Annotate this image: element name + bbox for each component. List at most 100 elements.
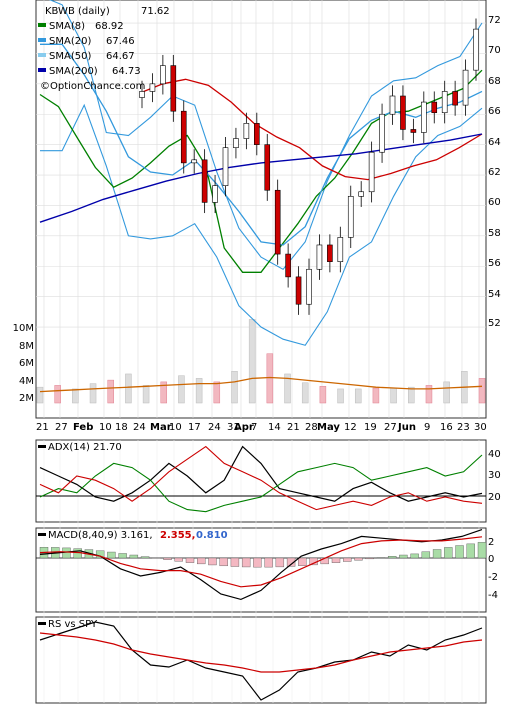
candle-body: [150, 84, 155, 92]
candle-body: [338, 237, 343, 261]
price-axis: 52 54 56 58 60 62 64 66 68 70 72: [488, 15, 501, 329]
candle-body: [275, 190, 280, 254]
volume-bar: [302, 383, 308, 403]
volume-bar: [214, 382, 220, 403]
macd-histogram-bar: [411, 554, 419, 558]
x-tick: 16: [440, 422, 453, 433]
x-tick: 23: [457, 422, 470, 433]
candle-body: [411, 129, 416, 132]
x-tick: 12: [344, 422, 357, 433]
legend-swatch-sma200: [38, 68, 46, 72]
macd-histogram-bar: [164, 558, 172, 560]
volume-tick: 10M: [13, 323, 34, 334]
candle-body: [140, 91, 145, 97]
x-tick: 27: [55, 422, 68, 433]
macd-histogram-bar: [467, 544, 475, 558]
macd-histogram-bar: [298, 558, 306, 566]
macd-hist-value: 0.810: [196, 530, 228, 541]
x-tick: 7: [251, 422, 257, 433]
macd-histogram-bar: [186, 558, 194, 563]
volume-bar: [355, 389, 361, 403]
candle-body: [192, 160, 197, 163]
candle-body: [171, 66, 176, 112]
watermark: ©OptionChance.com: [40, 81, 145, 92]
macd-histogram-bar: [276, 558, 284, 567]
volume-bar: [426, 385, 432, 403]
candle-body: [223, 148, 228, 186]
price-tick: 58: [488, 228, 501, 239]
candle-body: [348, 196, 353, 237]
x-tick: 10: [169, 422, 182, 433]
legend-value-sma8: 68.92: [95, 21, 124, 32]
candle-body: [233, 139, 238, 148]
macd-tick: 0: [488, 554, 494, 565]
candle-body: [254, 123, 259, 144]
macd-histogram-bar: [444, 547, 452, 558]
macd-histogram-bar: [354, 558, 362, 560]
candle-body: [442, 91, 447, 112]
macd-legend: MACD(8,40,9) 3.161, 2.355, 0.810: [38, 530, 228, 541]
legend-swatch-sma20: [38, 38, 46, 42]
macd-histogram-bar: [253, 558, 261, 567]
macd-histogram-bar: [220, 558, 228, 566]
volume-bar: [125, 374, 131, 403]
volume-tick: 8M: [19, 341, 34, 352]
x-tick: 10: [99, 422, 112, 433]
macd-histogram-bar: [343, 558, 351, 561]
candle-body: [202, 160, 207, 203]
x-tick: 21: [287, 422, 300, 433]
candle-body: [380, 114, 385, 152]
macd-histogram-bar: [197, 558, 205, 564]
x-tick: 18: [115, 422, 128, 433]
x-tick: 27: [384, 422, 397, 433]
adx-tick: 20: [488, 492, 501, 503]
legend-swatch-sma8: [38, 23, 46, 27]
volume-bar: [90, 384, 96, 403]
candle-body: [369, 152, 374, 192]
price-tick: 52: [488, 318, 501, 329]
volume-bar: [143, 385, 149, 403]
rs-panel-frame: [36, 617, 486, 703]
rs-swatch: [38, 622, 46, 625]
legend-label-sma200: SMA(200): [49, 66, 98, 77]
x-tick-month: Feb: [73, 422, 93, 433]
price-tick: 70: [488, 45, 501, 56]
legend-value-sma200: 64.73: [112, 66, 141, 77]
x-tick-month: Jun: [397, 422, 416, 433]
volume-bar: [37, 387, 43, 403]
candle-body: [463, 70, 468, 105]
x-tick: 24: [208, 422, 221, 433]
volume-bar: [479, 378, 485, 403]
macd-histogram-bar: [119, 553, 127, 558]
price-panel-frame: [36, 0, 486, 418]
macd-histogram-bar: [74, 549, 82, 558]
macd-histogram-bar: [175, 558, 183, 561]
volume-bar: [72, 389, 78, 403]
x-tick: 21: [36, 422, 49, 433]
volume-bar: [338, 389, 344, 403]
macd-histogram-bar: [208, 558, 216, 565]
macd-axis: 2 0 -2 -4: [488, 537, 498, 601]
price-tick: 54: [488, 289, 501, 300]
volume-bar: [249, 319, 255, 403]
candle-body: [244, 123, 249, 138]
last-price: 71.62: [141, 6, 170, 17]
x-tick-month: May: [317, 422, 340, 433]
macd-histogram-bar: [332, 558, 340, 563]
legend-swatch-sma50: [38, 53, 46, 57]
volume-bar: [196, 378, 202, 403]
price-tick: 68: [488, 76, 501, 87]
price-tick: 72: [488, 15, 501, 26]
macd-swatch: [38, 533, 46, 536]
legend-label-sma20: SMA(20): [49, 36, 91, 47]
adx-label: ADX(14) 21.70: [48, 442, 122, 453]
price-tick: 56: [488, 258, 501, 269]
x-tick: 17: [188, 422, 201, 433]
candle-body: [400, 96, 405, 129]
volume-bar: [178, 376, 184, 403]
adx-axis: 20 30 40: [488, 449, 501, 503]
volume-tick: 4M: [19, 376, 34, 387]
candle-body: [296, 277, 301, 304]
macd-signal-value: 2.355,: [160, 530, 195, 541]
